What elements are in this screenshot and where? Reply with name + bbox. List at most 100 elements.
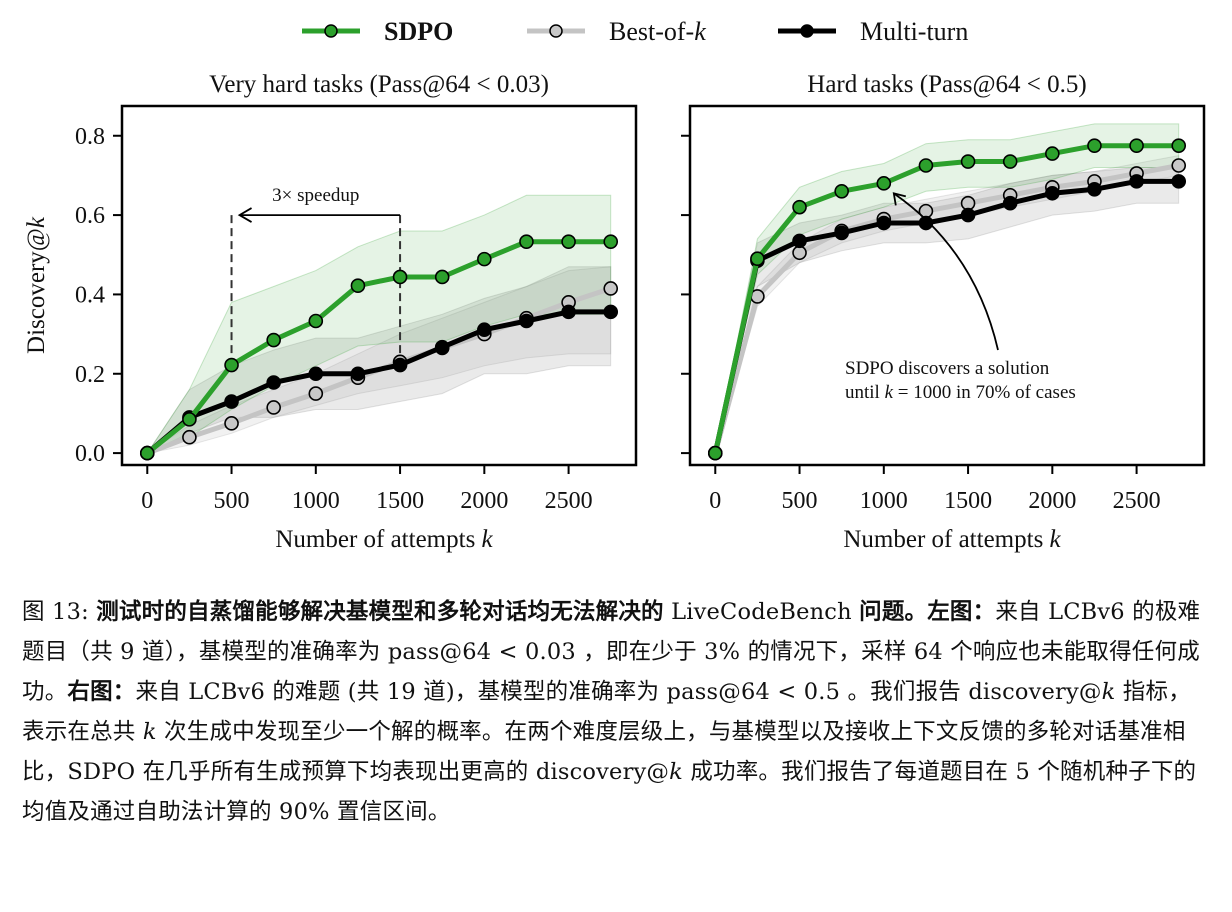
x-tick-label: 0 [141,488,153,514]
callout-line-2: until k = 1000 in 70% of cases [845,382,1076,403]
caption-bold-right: 右图： [67,679,136,705]
data-point-sdpo [876,176,892,191]
data-point-multi-turn [1171,174,1187,189]
caption-text-5: 成功率。我们报告了每道题目在 5 个随机种子下的均值及通过自助法计算的 90% … [22,759,1197,825]
data-point-sdpo [477,251,492,267]
data-point-sdpo [960,154,976,169]
legend-marker-sdpo [324,24,338,38]
legend-label-sdpo: SDPO [384,17,453,46]
data-point-best-of-k [308,386,324,401]
data-point-sdpo [1171,138,1187,153]
caption-figure-label: 图 13: [22,599,97,625]
data-point-sdpo [308,313,324,329]
caption-k-2: k [142,719,157,745]
y-tick-label: 0.0 [75,441,105,467]
data-point-multi-turn [603,304,619,320]
y-axis-label: Discovery@k [23,216,50,354]
x-tick-label: 2000 [460,488,508,514]
data-point-sdpo [519,234,534,249]
caption-k-3: k [669,759,683,785]
data-point-sdpo [792,199,807,215]
figure-caption: 图 13: 测试时的自蒸馏能够解决基模型和多轮对话均无法解决的 LiveCode… [22,592,1212,832]
callout-arrow-head [892,192,907,206]
y-tick-label: 0.2 [75,362,105,388]
chart-title: Hard tasks (Pass@64 < 0.5) [807,71,1086,98]
data-point-sdpo [266,332,281,348]
speedup-arrow-head [237,207,252,223]
data-point-multi-turn [960,207,976,223]
data-point-multi-turn [834,225,849,241]
x-axis-label: Number of attempts k [843,526,1061,553]
caption-k-1: k [1101,679,1116,705]
callout-arrow-line [893,192,999,351]
caption-text-right: 来自 LCBv6 的难题 (共 19 道)，基模型的准确率为 pass@64 <… [135,679,1102,705]
data-point-sdpo [561,234,576,249]
data-point-multi-turn [392,357,408,373]
data-point-multi-turn [1087,182,1102,197]
data-point-sdpo [750,251,765,267]
data-point-sdpo [603,234,619,249]
caption-text-3: 指标，表示在总共 [22,679,1191,745]
callout-line-1: SDPO discovers a solution [845,358,1050,379]
data-point-multi-turn [350,366,366,382]
data-point-multi-turn [876,215,892,231]
y-tick-label: 0.6 [75,203,105,229]
x-tick-label: 1000 [292,488,340,514]
x-tick-label: 500 [782,488,818,514]
data-point-best-of-k [224,416,239,431]
data-point-sdpo [1129,138,1144,153]
data-point-multi-turn [308,366,324,382]
data-point-sdpo [707,445,723,461]
data-point-best-of-k [182,429,197,445]
speedup-label: 3× speedup [272,185,359,206]
legend-label-multi-turn: Multi-turn [860,17,968,46]
data-point-sdpo [434,269,450,285]
x-tick-label: 1500 [376,488,424,514]
legend-item-multi-turn: Multi-turn [778,17,968,46]
caption-text-4: 次生成中发现至少一个解的概率。在两个难度层级上，与基模型以及接收上下文反馈的多轮… [22,719,1186,785]
figure: SDPO Best-of-k Multi-turn Very hard tasks … [23,17,1206,553]
data-point-best-of-k [1171,158,1187,173]
data-point-multi-turn [434,339,450,355]
data-point-multi-turn [519,313,534,329]
data-point-best-of-k [266,400,281,415]
data-point-sdpo [392,269,408,285]
data-point-multi-turn [1045,185,1060,201]
data-point-sdpo [1087,138,1102,153]
data-point-sdpo [918,158,934,173]
data-point-multi-turn [266,375,281,390]
chart-very-hard-tasks: Very hard tasks (Pass@64 < 0.03) 3× speed… [23,71,638,553]
data-point-best-of-k [603,281,619,296]
data-point-sdpo [224,357,239,373]
y-tick-label: 0.4 [75,282,105,308]
legend-marker-best-of-k [549,24,563,38]
data-point-multi-turn [477,322,492,338]
x-axis-label: Number of attempts k [275,526,493,553]
legend-label-best-of-k: Best-of-k [609,17,706,46]
data-point-sdpo [139,445,155,461]
chart-hard-tasks: Hard tasks (Pass@64 < 0.5) SDPO discovers… [681,71,1206,553]
x-tick-label: 0 [709,488,721,514]
legend-item-best-of-k: Best-of-k [527,17,706,46]
data-point-sdpo [1002,154,1018,169]
x-tick-label: 2000 [1028,488,1076,514]
y-tick-label: 0.8 [75,124,105,150]
data-point-multi-turn [224,394,239,409]
data-point-multi-turn [1129,174,1144,189]
legend-item-sdpo: SDPO [302,17,453,46]
x-tick-label: 500 [214,488,250,514]
chart-title: Very hard tasks (Pass@64 < 0.03) [209,71,549,98]
x-tick-label: 1500 [944,488,992,514]
plot-frame [120,104,638,467]
x-tick-label: 2500 [1113,488,1161,514]
plot-frame [688,104,1206,467]
data-point-best-of-k [960,195,976,211]
data-point-sdpo [182,412,197,427]
legend: SDPO Best-of-k Multi-turn [302,17,968,46]
caption-title-mid: LiveCodeBench [663,599,860,625]
x-tick-label: 2500 [545,488,593,514]
caption-text-left: 来自 LCBv6 的极难题目（共 9 道），基模型的准确率为 pass@64 <… [22,599,1201,705]
data-point-multi-turn [1002,195,1018,211]
data-point-multi-turn [792,233,807,249]
data-point-multi-turn [561,304,576,320]
